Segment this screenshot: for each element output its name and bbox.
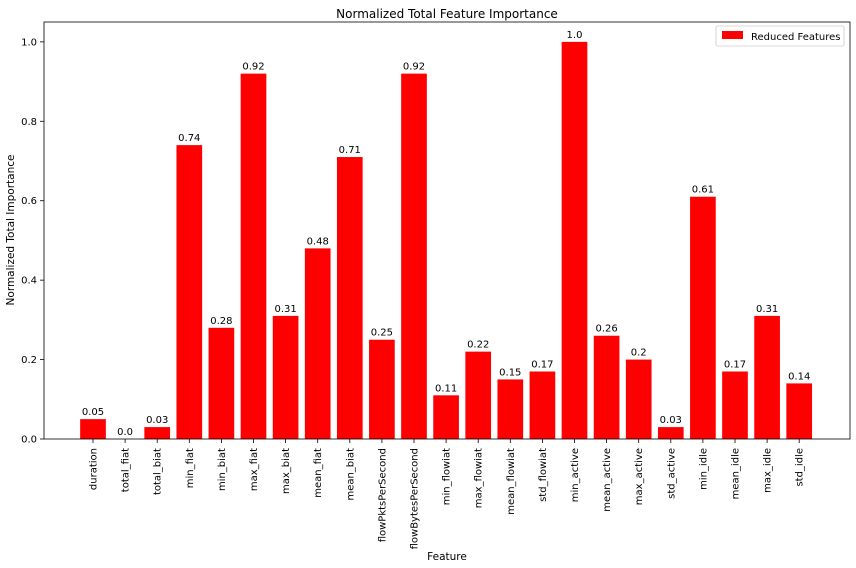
x-tick-label: max_biat xyxy=(281,448,292,494)
chart-title: Normalized Total Feature Importance xyxy=(336,7,558,21)
bar-max_biat xyxy=(272,315,299,439)
x-tick-label: max_flowiat xyxy=(474,448,485,508)
bar-value-label: 0.31 xyxy=(274,304,296,315)
bar-value-label: 0.31 xyxy=(756,304,778,315)
bar-mean_idle xyxy=(722,371,748,439)
x-tick-label: total_fiat xyxy=(121,448,132,492)
x-tick-label: max_active xyxy=(634,448,645,505)
bar-mean_flowiat xyxy=(497,379,524,439)
y-axis-label: Normalized Total Importance xyxy=(5,155,17,306)
y-tick-label: 1.0 xyxy=(21,37,37,48)
legend-label: Reduced Features xyxy=(751,32,841,43)
x-axis-label: Feature xyxy=(427,551,467,563)
bar-value-label: 0.61 xyxy=(692,185,714,196)
bar-mean_fiat xyxy=(304,248,331,439)
bar-value-label: 0.28 xyxy=(210,316,232,327)
bar-flowBytesPerSecond xyxy=(401,73,427,439)
bar-value-label: 0.17 xyxy=(724,359,746,370)
bar-value-label: 0.71 xyxy=(339,145,361,156)
y-axis: 0.0 0.2 0.4 0.6 0.8 1.0 xyxy=(21,37,44,446)
bar-total_biat xyxy=(144,427,171,439)
x-tick-label: max_idle xyxy=(763,448,774,493)
bar-value-label: 0.17 xyxy=(531,359,553,370)
bar-std_flowiat xyxy=(529,371,556,439)
x-tick-label: std_flowiat xyxy=(538,448,549,502)
bar-max_flowiat xyxy=(465,351,492,439)
x-tick-label: min_flowiat xyxy=(442,448,453,505)
bar-mean_biat xyxy=(336,157,363,439)
bar-max_fiat xyxy=(240,73,267,439)
x-tick-label: duration xyxy=(89,448,100,490)
bar-value-label: 0.03 xyxy=(660,415,682,426)
bar-value-label: 0.74 xyxy=(178,133,200,144)
x-tick-label: total_biat xyxy=(153,448,164,495)
y-tick-label: 0.4 xyxy=(21,276,37,287)
x-tick-label: max_fiat xyxy=(249,448,260,491)
bar-value-label: 1.0 xyxy=(567,30,583,41)
bar-min_biat xyxy=(208,327,235,439)
bar-value-label: 0.2 xyxy=(631,348,647,359)
bar-value-label: 0.11 xyxy=(435,383,457,394)
y-tick-label: 0.6 xyxy=(21,196,37,207)
x-tick-label: flowPktsPerSecond xyxy=(377,448,388,542)
x-tick-label: min_idle xyxy=(698,448,709,490)
bar-max_active xyxy=(625,359,652,439)
bar-value-label: 0.05 xyxy=(82,407,104,418)
bar-max_idle xyxy=(754,315,780,439)
bars-group xyxy=(80,41,813,440)
bar-std_idle xyxy=(786,383,813,439)
bar-min_flowiat xyxy=(433,395,459,439)
bar-value-label: 0.48 xyxy=(307,236,329,247)
bar-duration xyxy=(80,419,106,439)
bar-std_active xyxy=(657,427,684,439)
bar-value-label: 0.15 xyxy=(499,367,521,378)
x-tick-label: mean_fiat xyxy=(313,448,324,498)
bar-value-label: 0.22 xyxy=(467,340,489,351)
bar-labels-group: 0.05 0.0 0.03 0.74 0.28 0.92 0.31 0.48 0.71 0.25 0… xyxy=(82,30,810,438)
y-tick-label: 0.0 xyxy=(21,435,37,446)
bar-value-label: 0.25 xyxy=(371,328,393,339)
x-tick-label: std_active xyxy=(666,448,677,499)
x-tick-label: mean_idle xyxy=(731,448,742,499)
bar-min_idle xyxy=(690,196,716,439)
x-tick-label: flowBytesPerSecond xyxy=(410,448,421,549)
legend: Reduced Features xyxy=(715,25,845,47)
legend-box xyxy=(715,25,845,47)
x-tick-label: min_active xyxy=(570,448,581,502)
bar-value-label: 0.14 xyxy=(788,371,810,382)
x-tick-label: min_fiat xyxy=(185,448,196,488)
bar-min_fiat xyxy=(176,145,203,440)
plot-frame xyxy=(43,21,851,440)
y-tick-label: 0.8 xyxy=(21,117,37,128)
legend-swatch xyxy=(722,31,743,39)
bar-value-label: 0.03 xyxy=(146,415,168,426)
bar-mean_active xyxy=(593,335,620,439)
bar-value-label: 0.26 xyxy=(595,324,617,335)
x-tick-label: std_idle xyxy=(795,448,806,487)
x-tick-label: min_biat xyxy=(217,448,228,491)
x-tick-label: mean_biat xyxy=(345,448,356,501)
bar-value-label: 0.0 xyxy=(117,427,133,438)
bar-value-label: 0.92 xyxy=(403,62,425,73)
y-tick-label: 0.2 xyxy=(21,355,37,366)
bar-value-label: 0.92 xyxy=(242,62,264,73)
bar-min_active xyxy=(561,41,588,440)
bar-flowPktsPerSecond xyxy=(369,339,395,439)
x-axis: duration total_fiat total_biat min_fiat min_… xyxy=(89,439,806,549)
x-tick-label: mean_flowiat xyxy=(506,448,517,515)
x-tick-label: mean_active xyxy=(602,448,613,512)
